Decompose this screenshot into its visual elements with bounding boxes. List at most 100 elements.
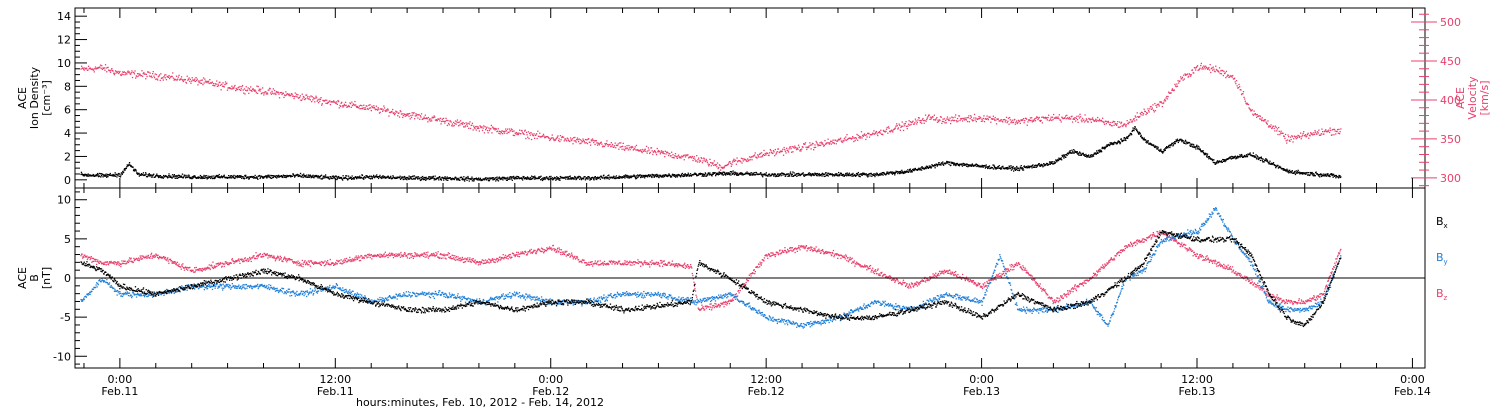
density-series-point [468,178,470,180]
density-series-point [100,173,102,175]
density-series-point [257,178,259,180]
density-series-point [1224,160,1226,163]
density-series-point [1150,143,1152,145]
velocity-series-point [929,116,932,118]
density-series-point [545,177,547,179]
velocity-series-point [551,137,553,139]
velocity-series-point [597,142,599,144]
velocity-series-point [1131,121,1133,123]
density-series-point [422,178,424,180]
velocity-series-point [180,76,183,78]
velocity-series-point [1005,119,1007,121]
density-series-point [177,174,179,177]
velocity-series-point [164,74,166,76]
velocity-series-point [386,110,388,112]
density-series-point [1176,138,1179,140]
velocity-series-point [214,85,216,87]
density-series-point [1038,163,1040,165]
density-series-point [999,167,1001,169]
density-series-point [720,172,723,175]
density-series-point [1285,170,1287,172]
velocity-series-point [943,118,945,120]
velocity-series-point [680,157,682,159]
velocity-series-point [1236,85,1238,87]
density-series-point [491,178,493,180]
density-series-point [793,172,795,174]
velocity-series-point [335,102,337,105]
density-series-point [413,175,416,177]
velocity-series-point [1074,117,1076,119]
bz-series-point [93,260,95,262]
velocity-series-point [1024,120,1026,122]
density-series-point [1310,172,1312,174]
velocity-series-point [1036,116,1038,119]
density-series-point [913,169,915,172]
velocity-series-point [857,134,859,137]
density-series-point [277,174,280,176]
density-series-point [346,175,348,177]
density-series-point [1283,168,1285,170]
density-series-point [521,177,523,179]
velocity-series-point [509,130,511,132]
density-series-point [556,177,558,179]
density-series-point [596,177,598,179]
velocity-series-point [1258,115,1260,117]
density-series-point [1192,146,1194,148]
density-series-point [808,172,811,174]
density-series-point [1077,153,1079,155]
density-series-point [181,176,183,178]
velocity-series-point [1247,103,1250,106]
velocity-series-point [1009,119,1011,121]
density-series-point [1126,136,1128,138]
velocity-series-point [642,150,644,152]
velocity-series-point [951,119,954,121]
density-series-point [484,178,487,180]
velocity-series-point [245,89,247,91]
velocity-series-point [1328,131,1331,134]
velocity-series-point [1198,69,1200,71]
density-series-point [403,176,405,178]
density-series-point [937,164,939,166]
density-series-point [873,174,876,176]
density-series-point [239,176,241,178]
density-series-point [904,172,906,174]
velocity-series-point [590,144,592,146]
velocity-series-point [425,117,427,120]
density-series-point [509,177,511,179]
velocity-series-point [1301,136,1303,138]
density-series-point [706,175,708,177]
velocity-series-point [121,71,124,73]
velocity-series-point [193,80,195,82]
density-series-point [341,177,343,179]
density-series-point [641,176,644,178]
velocity-series-point [396,111,398,113]
velocity-series-point [594,143,596,146]
density-series-point [523,176,525,178]
density-series-point [737,172,739,174]
density-series-point [1280,166,1282,168]
velocity-series-point [1026,124,1028,126]
density-series-point [105,175,107,177]
velocity-series-point [291,93,293,95]
velocity-series-point [196,78,198,80]
density-series-point [173,175,175,177]
density-series-point [862,172,864,174]
density-series-point [928,165,930,167]
bz-series-point [168,262,170,264]
density-series-point [627,175,629,177]
velocity-series-point [820,141,822,143]
density-series-point [1073,152,1075,154]
bz-series-point [90,257,92,259]
velocity-series-point [920,120,922,122]
velocity-series-point [1142,113,1145,115]
density-series-point [618,175,620,177]
density-series-point [874,173,877,175]
velocity-series-point [501,130,503,132]
velocity-series-point [96,67,98,70]
density-series-point [1093,153,1095,155]
velocity-series-point [297,94,299,96]
velocity-series-point [267,93,269,95]
velocity-series-point [677,155,679,157]
velocity-series-point [1164,100,1167,102]
velocity-series-point [1181,77,1183,80]
